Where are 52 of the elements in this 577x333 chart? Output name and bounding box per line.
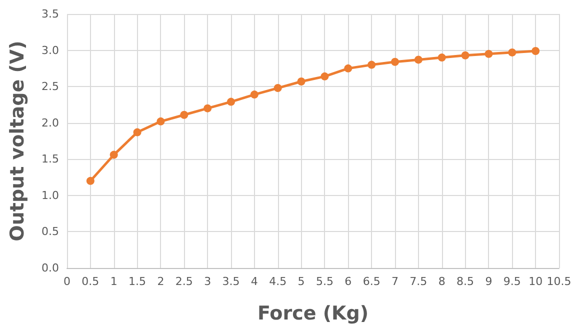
point <box>391 58 399 66</box>
x-tick-label: 2.5 <box>175 275 193 288</box>
point <box>180 110 188 119</box>
x-tick-label: 7 <box>392 275 398 288</box>
x-tick-label: 7.5 <box>410 275 428 288</box>
point <box>110 150 118 159</box>
x-tick-label: 1 <box>110 275 118 288</box>
x-tick-label: 1.5 <box>128 275 146 288</box>
point <box>368 60 376 69</box>
x-tick-label: 4.5 <box>269 275 287 288</box>
point <box>156 117 165 126</box>
point <box>438 54 446 62</box>
y-tick-label: 3.5 <box>42 8 59 20</box>
point <box>274 84 282 92</box>
x-tick-label: 0 <box>64 275 70 288</box>
x-tick-label: 3 <box>204 275 212 288</box>
x-tick-label: 5.5 <box>316 275 334 288</box>
y-axis-title: Output voltage (V) <box>6 40 28 242</box>
point <box>86 176 94 185</box>
x-axis-title: Force (Kg) <box>257 302 369 324</box>
point <box>461 51 470 60</box>
y-tick-label: 0.0 <box>42 262 59 274</box>
point <box>133 128 142 136</box>
x-tick-label: 9.5 <box>503 275 521 288</box>
x-tick-label: 10 <box>528 275 543 288</box>
point <box>204 104 212 112</box>
y-tick-label: 0.5 <box>42 225 59 238</box>
y-tick-label: 2.0 <box>42 116 59 130</box>
x-tick-label: 8.5 <box>456 275 474 288</box>
point <box>297 77 306 86</box>
x-tick-label: 2 <box>157 275 164 288</box>
x-tick-label: 10.5 <box>546 275 572 288</box>
y-tick-label: 1.5 <box>42 152 59 166</box>
x-tick-label: 3.5 <box>222 275 240 288</box>
point <box>414 56 422 64</box>
y-tick-label: 3.0 <box>42 44 59 57</box>
x-tick-label: 9 <box>485 275 492 288</box>
point <box>320 72 329 80</box>
y-tick-label: 2.5 <box>42 80 59 94</box>
x-tick-label: 6 <box>344 275 352 288</box>
point <box>532 47 540 56</box>
point <box>508 48 516 56</box>
point <box>250 90 258 99</box>
point <box>484 50 493 58</box>
x-tick-label: 4 <box>250 275 258 288</box>
x-tick-label: 0.5 <box>82 275 100 288</box>
x-tick-label: 8 <box>438 275 446 288</box>
point <box>227 98 235 106</box>
point <box>344 64 352 72</box>
y-tick-label: 1.0 <box>42 188 59 202</box>
x-tick-label: 5 <box>298 275 305 288</box>
x-tick-label: 6.5 <box>362 275 380 288</box>
